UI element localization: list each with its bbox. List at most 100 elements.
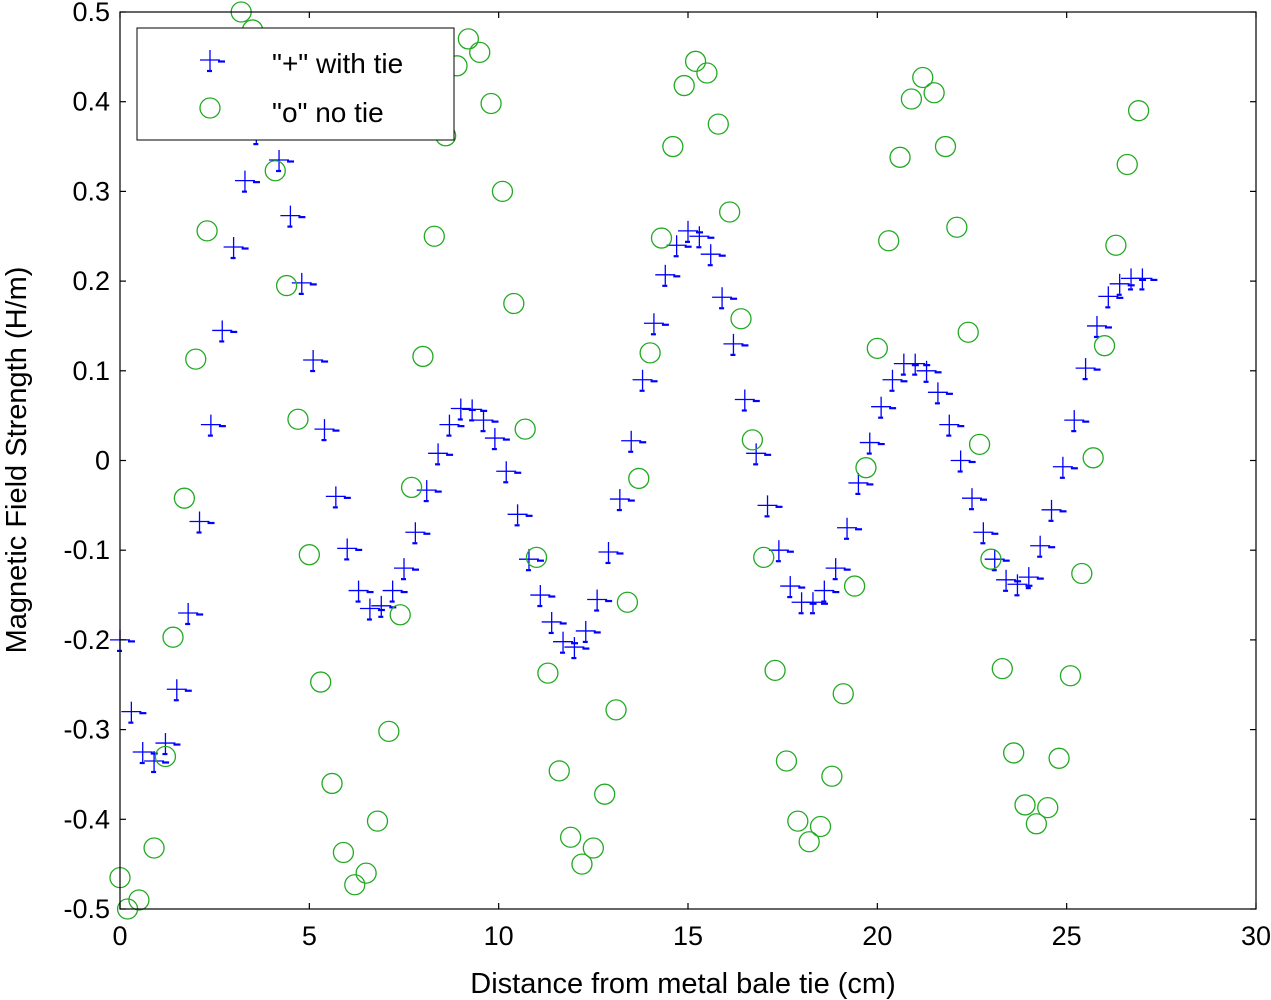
data-point-plus [609, 489, 635, 512]
data-point-circle [423, 225, 445, 247]
data-point-circle [628, 467, 650, 490]
data-point-circle [741, 429, 764, 451]
y-tick-label: 0.1 [72, 356, 110, 386]
data-point-plus [155, 733, 181, 756]
x-tick-label: 15 [673, 921, 703, 951]
data-point-circle [775, 750, 798, 772]
data-point-circle [1127, 100, 1150, 122]
data-point-circle [866, 337, 888, 360]
data-point-plus [700, 244, 726, 267]
data-point-circle [1003, 742, 1025, 764]
x-tick-label: 20 [862, 921, 892, 951]
data-point-circle [968, 433, 991, 456]
data-point-circle [650, 227, 673, 249]
data-point-plus [746, 443, 772, 466]
data-point-circle [389, 604, 411, 626]
data-point-plus [337, 538, 363, 561]
data-point-circle [366, 810, 389, 832]
data-point-plus [973, 522, 999, 545]
data-point-plus [802, 592, 828, 615]
data-point-plus [587, 589, 613, 612]
data-point-plus [484, 428, 510, 451]
legend-plus-glyph [200, 50, 225, 73]
data-point-plus [598, 541, 624, 565]
data-point-circle [707, 113, 729, 135]
data-point-circle [980, 548, 1002, 570]
data-point-circle [662, 135, 684, 158]
data-point-circle [1093, 335, 1116, 357]
y-tick-label: -0.1 [63, 535, 110, 565]
data-point-plus [1132, 268, 1158, 291]
data-point-circle [480, 92, 502, 115]
data-point-plus [416, 480, 442, 503]
data-point-circle [696, 62, 718, 84]
data-point-circle [912, 66, 934, 89]
data-point-circle [287, 408, 309, 430]
x-tick-label: 5 [302, 921, 317, 951]
data-point-circle [673, 74, 695, 97]
data-point-circle [639, 342, 661, 364]
data-point-plus [837, 517, 863, 540]
data-point-plus [1075, 358, 1101, 381]
data-point-plus [780, 576, 806, 599]
data-point-plus [962, 488, 987, 511]
data-point-plus [734, 389, 760, 412]
legend-label-with-tie: "+" with tie [272, 48, 403, 79]
data-point-plus [871, 396, 897, 419]
data-point-plus [768, 540, 794, 563]
data-point-circle [798, 831, 820, 853]
data-point-circle [355, 862, 377, 884]
x-tick-label: 0 [112, 921, 127, 951]
data-point-plus [473, 410, 499, 433]
data-point-circle [1116, 153, 1138, 176]
data-point-circle [514, 418, 536, 440]
data-point-circle [991, 657, 1013, 680]
data-point-circle [128, 889, 150, 911]
data-point-circle [878, 230, 900, 252]
data-point-plus [314, 419, 340, 442]
y-tick-label: 0.5 [72, 0, 110, 27]
data-point-circle [1037, 796, 1059, 819]
data-point-circle [934, 135, 957, 158]
data-point-circle [753, 546, 775, 569]
data-point-plus [394, 558, 419, 581]
data-point-circle [1071, 562, 1093, 585]
data-point-plus [518, 549, 544, 572]
data-point-circle [344, 874, 366, 896]
data-point-circle [843, 575, 866, 597]
data-point-circle [548, 760, 570, 782]
data-point-plus [632, 369, 658, 392]
tick-layer: 0 5 10 15 20 25 30 -0.5 -0.4 -0.3 -0.2 -0.1 0 0.1 0.2 0… [63, 0, 1271, 951]
plot-background [120, 12, 1256, 909]
data-point-circle [730, 308, 752, 330]
data-point-circle [855, 457, 877, 479]
data-point-plus [405, 522, 431, 545]
data-point-circle [310, 671, 332, 693]
series-layer [109, 1, 1158, 920]
data-point-circle [764, 659, 786, 682]
data-point-circle [537, 662, 559, 684]
data-point-plus [1052, 456, 1078, 479]
y-tick-label: 0.3 [72, 176, 110, 206]
y-tick-label: -0.3 [63, 715, 110, 745]
data-point-plus [212, 320, 238, 343]
data-point-plus [655, 264, 681, 287]
x-axis-label: Distance from metal bale tie (cm) [470, 968, 895, 1000]
legend-circle-glyph [199, 97, 221, 119]
y-tick-label: 0.2 [72, 266, 110, 296]
data-point-circle [264, 160, 286, 182]
data-point-circle [957, 321, 979, 343]
data-point-plus [859, 432, 885, 455]
data-point-circle [1025, 813, 1048, 835]
data-point-plus [1086, 315, 1112, 339]
x-tick-label: 10 [484, 921, 514, 951]
data-point-circle [594, 783, 616, 805]
data-point-plus [291, 272, 317, 295]
data-point-plus [723, 333, 749, 356]
data-point-plus [814, 580, 840, 603]
data-point-plus [1098, 286, 1124, 309]
data-point-circle [582, 837, 604, 859]
data-point-plus [178, 602, 204, 626]
y-tick-label: -0.2 [63, 625, 110, 655]
